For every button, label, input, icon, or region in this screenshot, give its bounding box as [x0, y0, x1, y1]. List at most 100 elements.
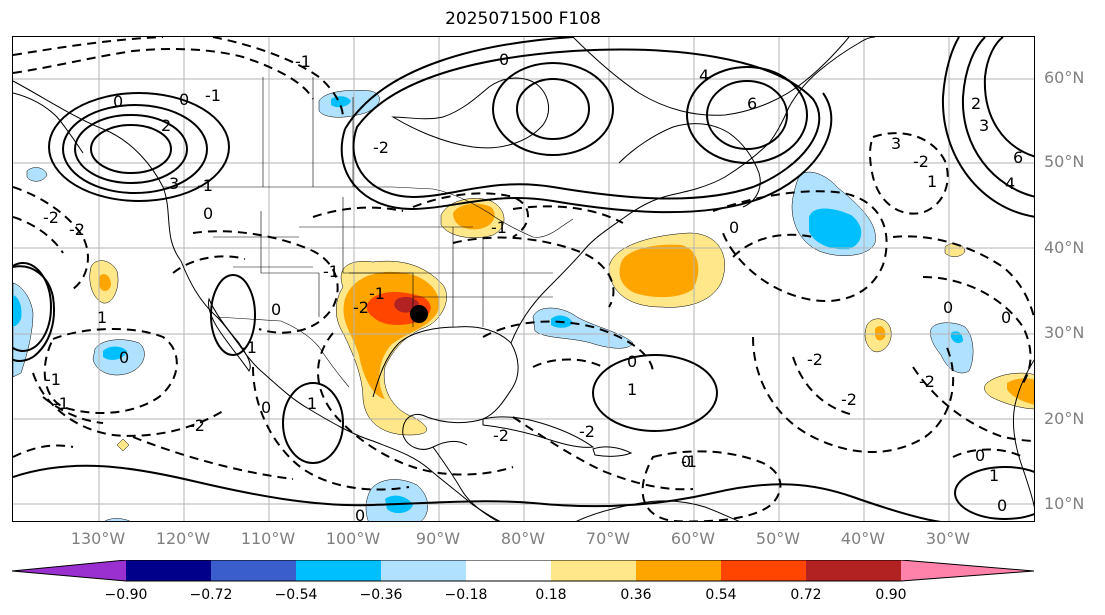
- shade-orange-atlantic: [619, 244, 699, 298]
- lon-label-80: 80°W: [500, 529, 546, 548]
- lat-label-60: 60°N: [1044, 68, 1085, 87]
- lon-label-100: 100°W: [325, 529, 381, 548]
- contour-negative-pac-sub-2: [32, 372, 224, 437]
- contour-negative-atl-6: [892, 235, 1034, 322]
- contour-negative-west-2: [13, 216, 64, 254]
- contour-label: 2: [971, 94, 981, 113]
- colorbar-tick-label: 0.54: [705, 587, 737, 603]
- graticule: [13, 37, 1034, 521]
- contour-label: 1: [97, 308, 107, 327]
- contour-negative-gl-1: [412, 192, 529, 238]
- contour-positive-big-ridge-2: [340, 37, 833, 214]
- contour-positive-east-edge-3: [941, 37, 1034, 218]
- contour-negative-carib-4: [641, 450, 782, 521]
- contour-label: -2: [493, 426, 509, 445]
- contour-label: -1: [491, 218, 507, 237]
- lat-label-10: 10°N: [1044, 494, 1085, 513]
- contour-label: -1: [197, 176, 213, 195]
- contour-label: 1: [927, 172, 937, 191]
- contour-label: 6: [747, 94, 757, 113]
- contour-negative-nw-2: [13, 37, 164, 56]
- contour-label: 0: [499, 50, 509, 69]
- lon-label-50: 50°W: [755, 529, 801, 548]
- contour-label: -2: [807, 350, 823, 369]
- shade-negative-carib: [532, 307, 634, 349]
- lon-label-40: 40°W: [840, 529, 886, 548]
- coastline-east-us: [510, 37, 876, 344]
- colorbar-segment: [381, 560, 466, 581]
- colorbar-tick-label: −0.90: [104, 587, 148, 603]
- colorbar-segment: [466, 560, 551, 581]
- colorbar-segment: [806, 560, 901, 581]
- contour-negative-atl-4: [792, 356, 854, 416]
- coastline-africa: [1012, 359, 1034, 508]
- coastline-greenland: [572, 37, 850, 116]
- contour-label: -1: [323, 262, 339, 281]
- contour-negative-atl-8: [912, 366, 1034, 442]
- shade-negative-small-sw: [104, 518, 131, 521]
- contour-label: -2: [913, 152, 929, 171]
- contour-negative-east-us-1: [452, 236, 615, 308]
- contour-negative-carib-3: [512, 416, 694, 491]
- solid-contours: [13, 37, 1034, 521]
- contour-label: -2: [189, 416, 205, 435]
- contour-zero-south: [13, 464, 942, 521]
- colorbar-tick-label: −0.54: [274, 587, 318, 603]
- contour-label: -2: [43, 208, 59, 227]
- contour-negative-atl-3: [752, 336, 955, 453]
- contour-negative-pac-sub-3: [42, 396, 104, 424]
- coastline-gulf: [372, 326, 519, 450]
- contour-label: 0: [729, 218, 739, 237]
- coastline-cuba: [482, 416, 595, 448]
- contour-label: 0: [627, 352, 637, 371]
- contour-label: 0: [179, 90, 189, 109]
- shade-negative-pac-core: [103, 346, 127, 360]
- shade-orange-gulf: [343, 271, 440, 399]
- contour-label: 4: [699, 66, 709, 85]
- contour-positive-greenland-2: [686, 66, 808, 164]
- shade-positive-small1: [944, 243, 966, 257]
- contour-negative-mid-2: [172, 255, 246, 274]
- contour-label: 3: [169, 174, 179, 193]
- contour-label: -1: [45, 370, 61, 389]
- contour-label: 2: [161, 116, 171, 135]
- contour-label: 1: [989, 466, 999, 485]
- contour-label: 0: [355, 506, 365, 522]
- contour-label: -1: [681, 452, 697, 471]
- border-state-1: [260, 211, 320, 317]
- contour-label: -1: [53, 394, 69, 413]
- lon-label-30: 30°W: [925, 529, 971, 548]
- location-marker: [410, 305, 428, 323]
- shade-negative-small-nw: [26, 167, 48, 182]
- contour-positive-pacific-low-2: [74, 114, 188, 184]
- border-us-canada: [163, 186, 574, 238]
- shade-orange-africa: [1007, 378, 1034, 405]
- contour-negative-atl-7: [922, 276, 1032, 384]
- contour-negative-southwest: [13, 444, 74, 458]
- contour-label: -2: [69, 220, 85, 239]
- contour-positive-east-edge-1: [983, 37, 1034, 158]
- contour-positive-east-edge-2: [961, 37, 1034, 198]
- shade-negative-westedge-core: [13, 295, 22, 327]
- contour-negative-atl-1: [712, 190, 888, 303]
- shade-negative-hudson-core: [331, 96, 351, 108]
- colorbar-segment-over: [901, 560, 1034, 581]
- contour-negative-carib-1: [482, 320, 654, 374]
- colorbar-outline: [11, 559, 1035, 582]
- map-panel[interactable]: 0 0 -1 2 3 -1 0 -2 -2 1 0 -1 -1 -2 0 1 0…: [12, 36, 1035, 522]
- colorbar-tick-label: 0.36: [620, 587, 652, 603]
- contour-negative-mid-1: [192, 230, 339, 334]
- contour-label: 0: [975, 446, 985, 465]
- border-us-mexico: [216, 316, 350, 388]
- contour-positive-big-ridge: [352, 48, 821, 200]
- contour-positive-canada-1: [516, 78, 590, 140]
- lat-label-50: 50°N: [1044, 152, 1085, 171]
- colorbar-tick-label: −0.36: [359, 587, 403, 603]
- colorbar-segment: [211, 560, 296, 581]
- contour-label: 0: [261, 398, 271, 417]
- contour-label: -1: [295, 52, 311, 71]
- colorbar-segment: [551, 560, 636, 581]
- contour-negative-west-1: [13, 186, 89, 290]
- contour-negative-cent-1: [312, 206, 404, 218]
- shade-orange-eastatl: [875, 326, 886, 341]
